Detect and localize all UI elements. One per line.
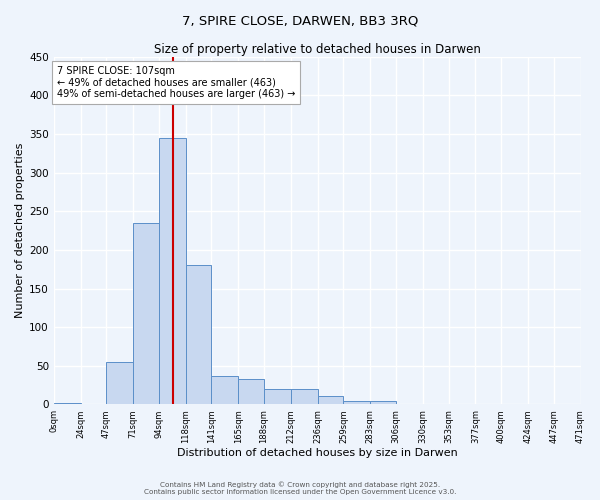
Y-axis label: Number of detached properties: Number of detached properties <box>15 143 25 318</box>
Text: 7, SPIRE CLOSE, DARWEN, BB3 3RQ: 7, SPIRE CLOSE, DARWEN, BB3 3RQ <box>182 15 418 28</box>
Bar <box>343 400 370 404</box>
Bar <box>238 379 264 404</box>
Bar <box>291 389 317 404</box>
Title: Size of property relative to detached houses in Darwen: Size of property relative to detached ho… <box>154 42 481 56</box>
Bar <box>106 362 133 405</box>
Bar <box>317 396 343 404</box>
Bar <box>211 376 238 404</box>
Text: 7 SPIRE CLOSE: 107sqm
← 49% of detached houses are smaller (463)
49% of semi-det: 7 SPIRE CLOSE: 107sqm ← 49% of detached … <box>57 66 296 99</box>
Bar <box>264 389 291 404</box>
Bar <box>133 223 159 404</box>
Bar <box>159 138 186 404</box>
Bar <box>54 403 80 404</box>
Text: Contains HM Land Registry data © Crown copyright and database right 2025.
Contai: Contains HM Land Registry data © Crown c… <box>144 482 456 495</box>
Bar <box>370 400 396 404</box>
Bar <box>186 266 211 404</box>
X-axis label: Distribution of detached houses by size in Darwen: Distribution of detached houses by size … <box>177 448 458 458</box>
